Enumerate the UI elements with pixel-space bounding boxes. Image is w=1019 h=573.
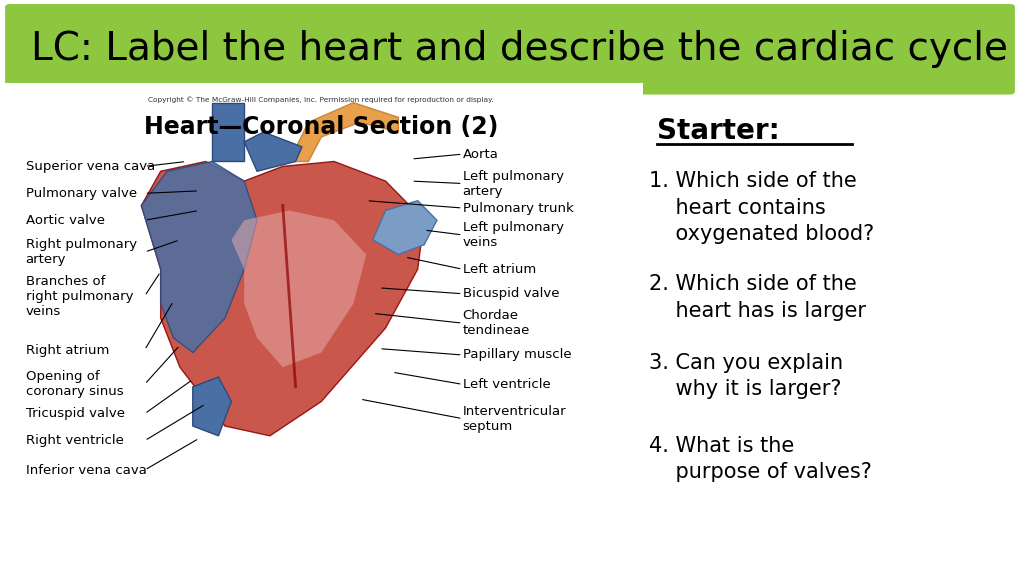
Text: Left pulmonary
veins: Left pulmonary veins <box>463 221 564 249</box>
Text: Branches of
right pulmonary
veins: Branches of right pulmonary veins <box>25 274 133 317</box>
Text: Tricuspid valve: Tricuspid valve <box>25 407 124 420</box>
Text: Starter:: Starter: <box>656 117 779 146</box>
Text: Right atrium: Right atrium <box>25 344 109 356</box>
Polygon shape <box>289 103 398 162</box>
Text: Aortic valve: Aortic valve <box>25 214 105 227</box>
Text: 3. Can you explain
    why it is larger?: 3. Can you explain why it is larger? <box>648 352 843 399</box>
Text: Bicuspid valve: Bicuspid valve <box>463 287 558 300</box>
Text: Heart—Coronal Section (2): Heart—Coronal Section (2) <box>144 115 498 139</box>
Text: Inferior vena cava: Inferior vena cava <box>25 464 147 477</box>
Text: Copyright © The McGraw-Hill Companies, Inc. Permission required for reproduction: Copyright © The McGraw-Hill Companies, I… <box>148 97 494 104</box>
Text: Opening of
coronary sinus: Opening of coronary sinus <box>25 370 123 398</box>
Polygon shape <box>231 210 366 367</box>
Text: Left pulmonary
artery: Left pulmonary artery <box>463 170 564 198</box>
Text: Chordae
tendineae: Chordae tendineae <box>463 309 530 337</box>
Text: Papillary muscle: Papillary muscle <box>463 348 571 362</box>
Text: Pulmonary valve: Pulmonary valve <box>25 187 137 200</box>
Text: 2. Which side of the
    heart has is larger: 2. Which side of the heart has is larger <box>648 274 865 320</box>
Polygon shape <box>142 162 424 436</box>
Text: Interventricular
septum: Interventricular septum <box>463 405 566 433</box>
Text: Right pulmonary
artery: Right pulmonary artery <box>25 238 137 266</box>
Polygon shape <box>372 201 436 254</box>
Text: Aorta: Aorta <box>463 148 498 160</box>
Text: 4. What is the
    purpose of valves?: 4. What is the purpose of valves? <box>648 436 871 482</box>
Polygon shape <box>244 132 302 171</box>
Polygon shape <box>212 103 244 162</box>
Text: Left atrium: Left atrium <box>463 263 535 276</box>
Polygon shape <box>142 162 257 352</box>
Text: Left ventricle: Left ventricle <box>463 378 550 391</box>
Text: Right ventricle: Right ventricle <box>25 434 123 447</box>
FancyBboxPatch shape <box>5 4 1014 95</box>
Polygon shape <box>193 377 231 436</box>
Text: Superior vena cava: Superior vena cava <box>25 160 155 173</box>
Text: Pulmonary trunk: Pulmonary trunk <box>463 202 573 214</box>
Text: 1. Which side of the
    heart contains
    oxygenated blood?: 1. Which side of the heart contains oxyg… <box>648 171 873 244</box>
Text: LC: Label the heart and describe the cardiac cycle: LC: Label the heart and describe the car… <box>31 30 1007 68</box>
